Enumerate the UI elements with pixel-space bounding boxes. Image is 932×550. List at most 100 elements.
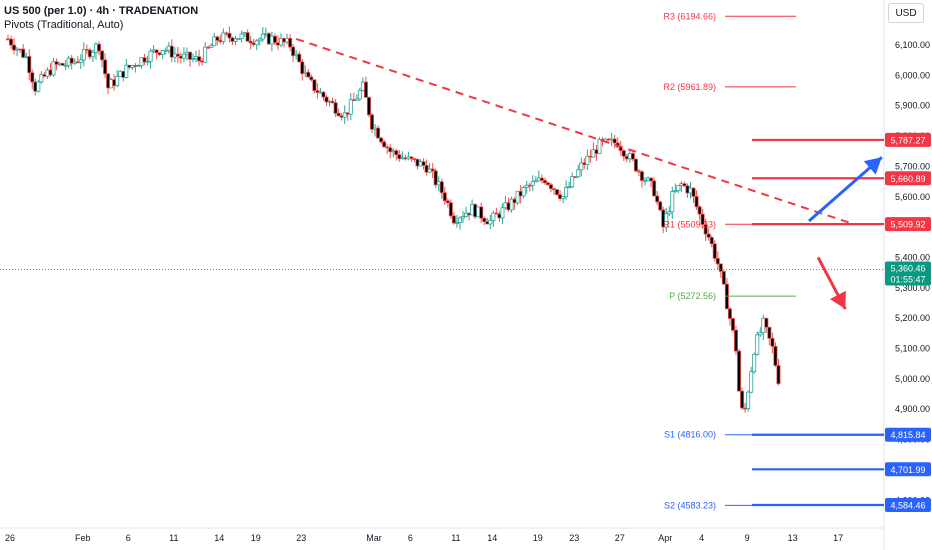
- candle-body: [148, 50, 153, 62]
- x-tick-label: 27: [615, 533, 625, 543]
- y-tick-label: 6,100.00: [895, 40, 930, 50]
- candle-body: [203, 46, 208, 63]
- candle-body: [236, 38, 241, 40]
- candle-body: [715, 257, 720, 265]
- candle-body: [451, 215, 456, 224]
- x-tick-label: 26: [5, 533, 15, 543]
- candle-body: [181, 53, 186, 59]
- x-tick-label: 6: [408, 533, 413, 543]
- candle-body: [382, 141, 387, 148]
- candle-body: [576, 169, 581, 178]
- y-tick-label: 4,900.00: [895, 404, 930, 414]
- candle-body: [272, 35, 277, 44]
- x-tick-label: 9: [745, 533, 750, 543]
- candle-body: [442, 192, 447, 202]
- candle-body: [260, 33, 265, 40]
- resistance-level-label: 5,787.27: [890, 135, 925, 145]
- y-tick-label: 5,400.00: [895, 252, 930, 262]
- candle-body: [585, 155, 590, 166]
- candle-body: [500, 207, 505, 219]
- candle-body: [136, 65, 141, 67]
- candle-body: [90, 52, 95, 58]
- candle-body: [633, 158, 638, 172]
- candle-body: [730, 318, 735, 331]
- support-level-label: 4,701.99: [890, 465, 925, 475]
- candle-body: [718, 263, 723, 272]
- candle-body: [163, 49, 168, 52]
- currency-button[interactable]: USD: [888, 3, 924, 23]
- x-tick-label: 23: [569, 533, 579, 543]
- candle-body: [357, 90, 362, 100]
- candle-body: [239, 33, 244, 39]
- candle-body: [63, 64, 68, 67]
- candle-body: [348, 99, 353, 115]
- candle-body: [727, 308, 732, 319]
- candle-body: [297, 53, 302, 63]
- x-tick-label: 13: [788, 533, 798, 543]
- candle-body: [69, 57, 74, 64]
- x-tick-label: Apr: [658, 533, 672, 543]
- candle-body: [376, 127, 381, 139]
- candle-body: [749, 371, 754, 393]
- y-tick-label: 5,900.00: [895, 101, 930, 111]
- pivot-label-r2: R2 (5961.89): [663, 82, 716, 92]
- y-tick-label: 5,600.00: [895, 192, 930, 202]
- candle-body: [488, 219, 493, 225]
- candle-body: [160, 50, 165, 56]
- candle-body: [664, 213, 669, 228]
- candle-body: [555, 189, 560, 196]
- candle-body: [755, 334, 760, 355]
- candle-body: [142, 57, 147, 63]
- candle-body: [385, 146, 390, 149]
- candle-body: [643, 179, 648, 182]
- candle-body: [752, 353, 757, 373]
- resistance-level-label: 5,509.92: [890, 220, 925, 230]
- candle-body: [9, 38, 14, 46]
- candle-body: [315, 90, 320, 93]
- candle-body: [175, 53, 180, 57]
- candle-body: [521, 187, 526, 197]
- candle-body: [51, 61, 56, 76]
- pivot-label-s1: S1 (4816.00): [664, 430, 716, 440]
- candle-body: [36, 81, 41, 92]
- candle-body: [712, 243, 717, 259]
- candle-body: [561, 196, 566, 200]
- candle-body: [682, 183, 687, 187]
- x-tick-label: 23: [296, 533, 306, 543]
- candle-body: [209, 45, 214, 48]
- support-level-badge: [885, 462, 931, 477]
- candle-body: [667, 211, 672, 215]
- candle-body: [482, 217, 487, 223]
- support-level-badge: [885, 497, 931, 512]
- candle-body: [191, 58, 196, 60]
- candle-body: [369, 114, 374, 130]
- candle-body: [321, 91, 326, 98]
- candle-body: [421, 161, 426, 166]
- candle-body: [621, 150, 626, 157]
- candle-body: [388, 147, 393, 153]
- candle-body: [746, 391, 751, 410]
- support-level-label: 4,815.84: [890, 430, 925, 440]
- candle-body: [545, 182, 550, 186]
- x-tick-label: Feb: [75, 533, 91, 543]
- candle-body: [509, 198, 514, 211]
- candle-body: [312, 79, 317, 92]
- x-tick-label: 19: [533, 533, 543, 543]
- candle-body: [342, 112, 347, 118]
- arrow-up-shaft: [808, 156, 883, 223]
- candle-body: [221, 32, 226, 43]
- candle-body: [734, 329, 739, 352]
- candle-body: [570, 176, 575, 188]
- candle-body: [233, 38, 238, 42]
- last-price-badge: [885, 261, 931, 286]
- candle-body: [363, 81, 368, 98]
- support-level-label: 4,584.46: [890, 500, 925, 510]
- candle-body: [115, 76, 120, 87]
- candle-body: [694, 196, 699, 208]
- x-tick-label: 14: [487, 533, 497, 543]
- candle-body: [676, 185, 681, 191]
- candle-body: [542, 180, 547, 184]
- candle-body: [539, 177, 544, 181]
- x-tick-label: Mar: [366, 533, 382, 543]
